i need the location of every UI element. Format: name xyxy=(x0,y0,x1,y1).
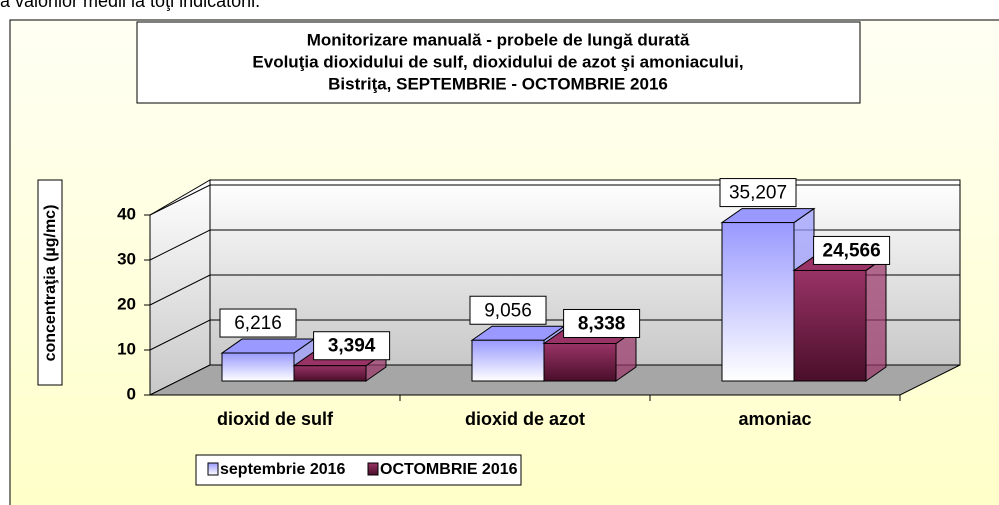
y-label-box xyxy=(37,179,63,386)
bar-front xyxy=(721,222,795,382)
value-label: 8,338 xyxy=(578,313,626,334)
value-label-box xyxy=(563,308,641,338)
bar-side xyxy=(865,255,887,382)
x-tick-label: dioxid de azot xyxy=(465,409,585,429)
x-tick-label: amoniac xyxy=(738,409,811,429)
value-label-box xyxy=(719,178,797,208)
value-label: 35,207 xyxy=(729,183,787,204)
value-label-box xyxy=(313,331,391,361)
chart-title: Monitorizare manuală - probele de lungă … xyxy=(307,30,690,49)
value-label: 24,566 xyxy=(823,240,881,261)
value-label-box xyxy=(469,295,547,325)
y-tick-label: 10 xyxy=(117,339,136,358)
value-label: 9,056 xyxy=(484,300,532,321)
value-label: 3,394 xyxy=(328,336,376,357)
y-tick-label: 0 xyxy=(127,384,136,403)
value-label-box xyxy=(813,235,891,265)
bar-front xyxy=(543,342,617,382)
grid-line xyxy=(149,229,960,261)
legend-swatch xyxy=(207,462,219,476)
y-axis-label: concentraţia (µg/mc) xyxy=(42,205,59,362)
bar xyxy=(792,255,888,382)
legend-label: OCTOMBRIE 2016 xyxy=(380,461,518,478)
value-label: 6,216 xyxy=(234,313,282,334)
y-tick-label: 30 xyxy=(117,249,136,268)
legend-box xyxy=(195,454,522,486)
side-wall xyxy=(149,179,211,396)
bar-front xyxy=(293,365,367,382)
y-tick-label: 20 xyxy=(117,294,136,313)
title-box xyxy=(136,21,861,104)
bar-front xyxy=(471,339,545,382)
chart-title: Evoluţia dioxidului de sulf, dioxidului … xyxy=(252,52,743,71)
bar-front xyxy=(221,352,295,382)
grid-line xyxy=(149,274,960,306)
chart-title: Bistriţa, SEPTEMBRIE - OCTOMBRIE 2016 xyxy=(328,74,668,93)
grid-line xyxy=(149,319,960,351)
y-tick-label: 40 xyxy=(117,204,136,223)
grid-line xyxy=(149,184,960,216)
legend-label: septembrie 2016 xyxy=(220,461,346,478)
caption: a valorilor medii la toţi indicatorii. xyxy=(0,0,260,11)
bar-front xyxy=(793,269,867,382)
value-label-box xyxy=(219,308,297,338)
legend-swatch xyxy=(367,462,379,476)
x-tick-label: dioxid de sulf xyxy=(217,409,334,429)
